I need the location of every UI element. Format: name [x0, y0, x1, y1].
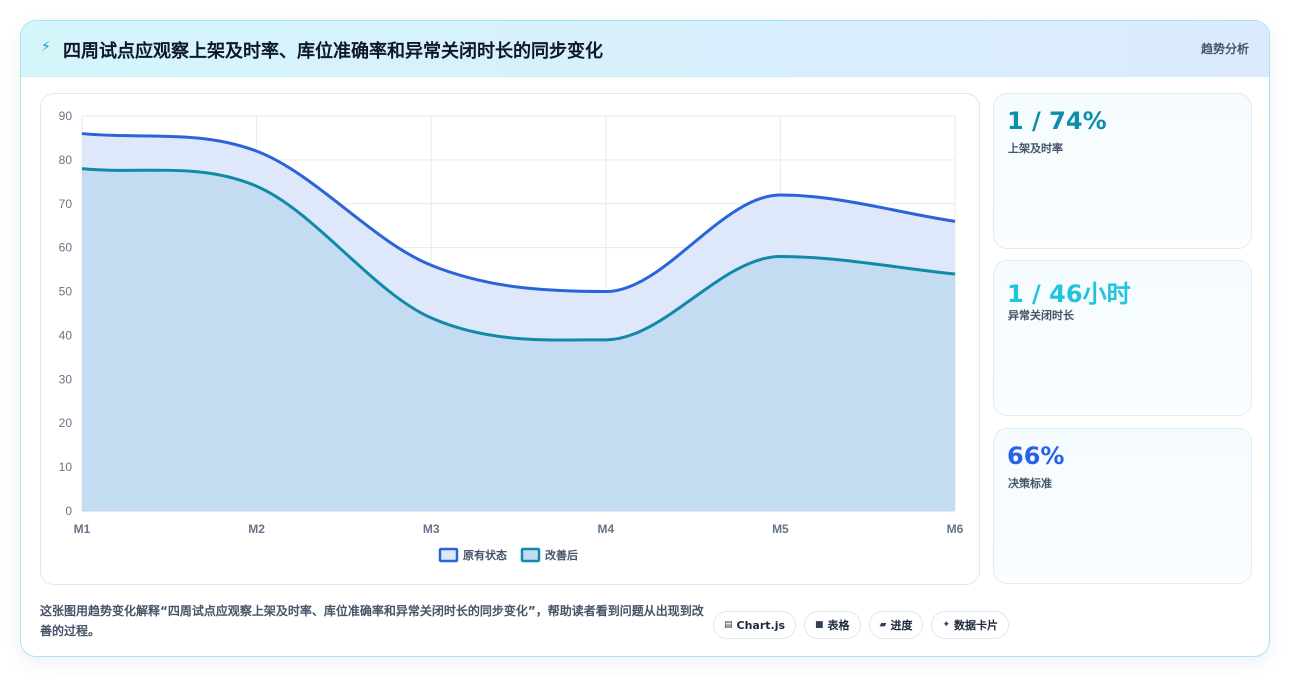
chart-icon: ▤ — [724, 620, 733, 630]
pill-label: Chart.js — [736, 618, 786, 632]
header-tag: 趋势分析 — [1200, 42, 1249, 56]
legend-label: 原有状态 — [463, 548, 507, 562]
pill-data-card[interactable]: ✦ 数据卡片 — [931, 611, 1010, 639]
legend-label: 改善后 — [545, 548, 578, 562]
y-tick-label: 60 — [59, 241, 73, 255]
y-tick-label: 90 — [59, 109, 73, 123]
kpi-card-decision: 66% 决策标准 — [993, 428, 1252, 584]
area-chart: 0 10 20 30 40 50 60 70 80 90 M1 M2 M3 M4 M5 M6 原有状态 改善后 — [59, 109, 964, 563]
progress-icon: ▰ — [879, 620, 887, 630]
pill-label: 数据卡片 — [954, 619, 999, 632]
x-tick-label: M4 — [597, 522, 614, 536]
kpi-label: 决策标准 — [1008, 477, 1052, 490]
kpi-card-exception: 1 / 46小时 异常关闭时长 — [993, 260, 1252, 416]
y-tick-label: 50 — [59, 285, 73, 299]
kpi-card-shelving: 1 / 74% 上架及时率 — [993, 93, 1252, 249]
series-line — [81, 132, 956, 294]
chart-description: 这张图用趋势变化解释“四周试点应观察上架及时率、库位准确率和异常关闭时长的同步变… — [40, 604, 704, 638]
series-line — [81, 167, 956, 342]
pill-label: 进度 — [890, 619, 913, 632]
pill-label: 表格 — [827, 619, 850, 632]
kpi-value: 1 / 74% — [1007, 107, 1107, 135]
kpi-value: 1 / 46小时 — [1007, 280, 1131, 308]
y-tick-label: 10 — [59, 460, 73, 474]
y-tick-label: 80 — [59, 153, 73, 167]
tag-pills: ▤ Chart.js ■ 表格 ▰ 进度 ✦ 数据卡片 — [713, 611, 1010, 639]
card-icon: ✦ — [942, 620, 951, 630]
table-icon: ■ — [815, 620, 824, 630]
legend-swatch — [438, 547, 459, 563]
x-tick-label: M6 — [947, 522, 964, 536]
y-tick-label: 30 — [59, 372, 73, 386]
page-title: 四周试点应观察上架及时率、库位准确率和异常关闭时长的同步变化 — [63, 41, 603, 62]
pill-progress[interactable]: ▰ 进度 — [868, 611, 924, 639]
y-tick-label: 40 — [59, 328, 73, 342]
card-header: ⚡ 四周试点应观察上架及时率、库位准确率和异常关闭时长的同步变化 趋势分析 — [21, 21, 1269, 77]
y-tick-label: 20 — [59, 416, 73, 430]
kpi-value: 66% — [1007, 442, 1065, 470]
kpi-label: 上架及时率 — [1008, 142, 1063, 155]
kpi-label: 异常关闭时长 — [1008, 309, 1074, 322]
x-tick-label: M2 — [248, 522, 265, 536]
x-tick-label: M5 — [772, 522, 789, 536]
chart-panel: 0 10 20 30 40 50 60 70 80 90 M1 M2 M3 M4 M5 M6 原有状态 改善后 — [40, 93, 980, 585]
pill-table[interactable]: ■ 表格 — [804, 611, 861, 639]
y-tick-label: 70 — [59, 197, 73, 211]
y-tick-label: 0 — [65, 504, 72, 518]
pill-chartjs[interactable]: ▤ Chart.js — [713, 611, 797, 639]
x-tick-label: M3 — [423, 522, 440, 536]
dashboard-card: ⚡ 四周试点应观察上架及时率、库位准确率和异常关闭时长的同步变化 趋势分析 0 1… — [20, 20, 1270, 657]
bolt-icon: ⚡ — [41, 39, 51, 55]
legend-swatch — [520, 547, 541, 563]
x-tick-label: M1 — [74, 522, 91, 536]
